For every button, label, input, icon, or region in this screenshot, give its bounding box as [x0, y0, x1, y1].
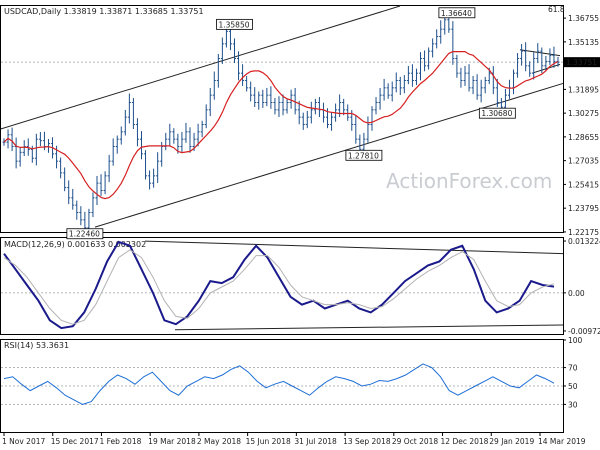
- rsi-y-tick-label: 50: [568, 382, 578, 391]
- x-tick-label: 1 Nov 2017: [2, 437, 45, 446]
- macd-lower-trendline: [174, 324, 564, 331]
- price-annotation-box: [478, 107, 516, 119]
- x-tick-label: 14 Mar 2019: [538, 437, 586, 446]
- price-annotation-label: 1.35850: [218, 20, 249, 29]
- price-annotation-label: 1.30680: [481, 109, 512, 118]
- moving-average-line: [3, 50, 559, 200]
- x-tick-label: 1 Feb 2018: [99, 437, 141, 446]
- x-tick-label: 19 Mar 2018: [148, 437, 196, 446]
- rsi-y-tick-label: 30: [568, 400, 578, 409]
- macd-line: [3, 240, 555, 330]
- rsi-line: [3, 363, 555, 405]
- lower-channel-line: [94, 82, 564, 228]
- x-tick-label: 12 Dec 2018: [441, 437, 489, 446]
- price-annotation-label: 1.36640: [441, 9, 472, 18]
- price-annotation-box: [66, 228, 104, 240]
- x-tick-label: 31 Jul 2018: [294, 437, 337, 446]
- price-y-tick-label: 1.35135: [568, 38, 599, 47]
- price-y-tick-label: 1.36755: [568, 14, 599, 23]
- x-tick-label: 13 Sep 2018: [343, 437, 391, 446]
- rsi-y-tick-label: 70: [568, 364, 578, 373]
- rsi-title: RSI(14) 53.3631: [4, 341, 69, 350]
- price-y-tick-label: 1.25415: [568, 180, 599, 189]
- macd-title: MACD(12,26,9) 0.001633 0.002302: [4, 240, 146, 249]
- x-tick-label: 29 Jan 2019: [489, 437, 534, 446]
- price-y-tick-label: 1.23795: [568, 204, 599, 213]
- current-price-box: [564, 57, 600, 68]
- x-tick-label: 2 May 2018: [197, 437, 241, 446]
- current-price-label: 1.33751: [566, 58, 597, 67]
- macd-panel: [0, 237, 564, 335]
- price-y-tick-label: 1.27035: [568, 157, 599, 166]
- corner-label: 61.8: [548, 5, 565, 14]
- price-y-tick-label: 1.30275: [568, 109, 599, 118]
- macd-y-tick-label: 0.00: [568, 289, 585, 298]
- upper-channel-line: [0, 5, 401, 130]
- macd-signal-line: [3, 249, 555, 325]
- price-y-tick-label: 1.22175: [568, 228, 599, 237]
- macd-upper-trendline: [144, 240, 564, 255]
- price-annotation-box: [345, 149, 383, 161]
- price-panel: [0, 5, 564, 233]
- price-annotation-label: 1.22460: [69, 230, 100, 239]
- x-tick-label: 15 Dec 2017: [51, 437, 99, 446]
- x-tick-label: 15 Jun 2018: [246, 437, 291, 446]
- rsi-y-tick-label: 100: [568, 336, 583, 345]
- macd-y-tick-label: 0.013224: [568, 237, 600, 246]
- x-tick-label: 29 Oct 2018: [392, 437, 439, 446]
- price-annotation-label: 1.27810: [348, 151, 379, 160]
- price-y-tick-label: 1.28655: [568, 133, 599, 142]
- price-title: USDCAD,Daily 1.33819 1.33871 1.33685 1.3…: [4, 7, 204, 16]
- price-annotation-box: [216, 18, 253, 30]
- triangle-upper-line: [519, 49, 561, 57]
- price-y-tick-label: 1.31895: [568, 85, 599, 94]
- watermark: ActionForex.com: [386, 169, 552, 193]
- price-annotation-box: [438, 7, 476, 19]
